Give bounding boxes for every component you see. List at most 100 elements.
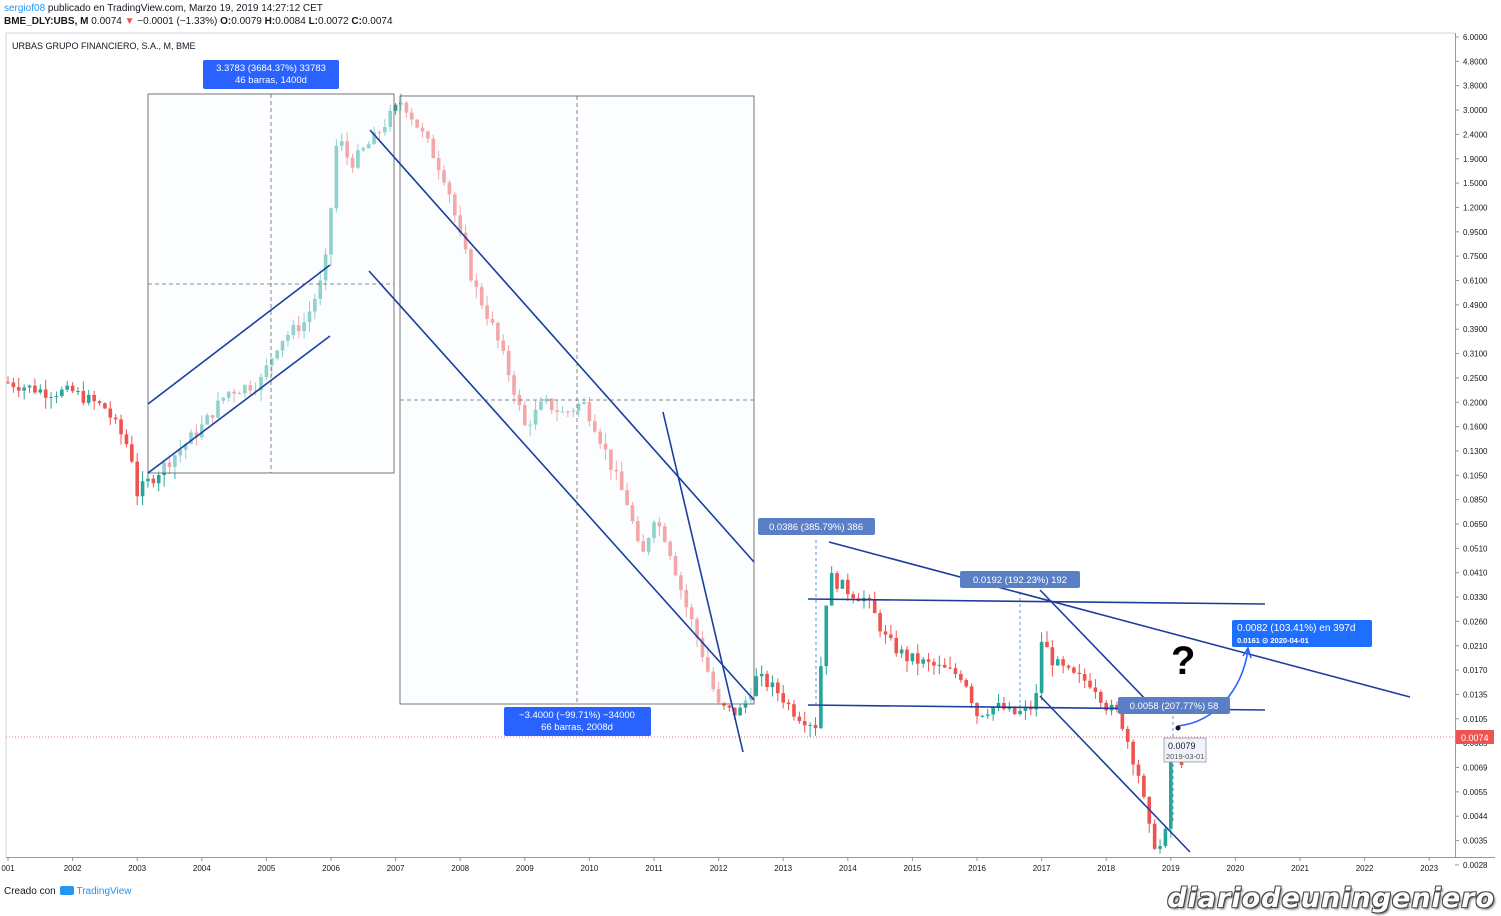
y-tick-label: 0.0044 (1463, 812, 1488, 821)
candle (991, 706, 995, 721)
price-axis: 6.0000 4.8000 3.8000 3.0000 2.4000 1.9000 1.50… (1455, 33, 1488, 870)
trendline-range-top (807, 598, 1266, 605)
candle (1158, 839, 1162, 854)
candle (393, 102, 398, 115)
y-tick-label: 0.0135 (1463, 690, 1488, 699)
author-link[interactable]: sergiof08 (4, 3, 46, 14)
x-tick-label: 2022 (1356, 864, 1374, 873)
candle (996, 694, 1001, 712)
candle (964, 678, 969, 688)
candle (1018, 704, 1022, 716)
y-tick-label: 0.6100 (1463, 277, 1488, 286)
x-tick-label: 2020 (1227, 864, 1245, 873)
candle (49, 392, 53, 409)
range-label-3[interactable]: 0.0058 (207.77%) 58 (1118, 697, 1230, 714)
x-tick-label: 2005 (258, 864, 276, 873)
low-value: 0.0072 (318, 16, 349, 27)
measure-box-1[interactable] (147, 93, 395, 474)
candle (932, 658, 936, 675)
candle (942, 658, 947, 669)
time-axis: 001 2002 2003 2004 2005 2006 2007 2008 2009 2010 2… (1, 857, 1439, 873)
y-tick-label: 0.0330 (1463, 593, 1488, 602)
trendlines[interactable] (147, 129, 1411, 853)
last-price: 0.0074 (91, 16, 122, 27)
current-price-badge (1456, 730, 1494, 744)
candle (1088, 673, 1092, 690)
trendline-steep (662, 411, 744, 753)
y-tick-label: 0.0069 (1463, 764, 1488, 773)
candle (1034, 683, 1039, 717)
open-value: 0.0079 (231, 16, 262, 27)
x-tick-label: 2013 (774, 864, 792, 873)
measure-label-2-line2: 66 barras, 2008d (541, 722, 613, 733)
candle (915, 644, 920, 676)
candle (156, 470, 161, 492)
candle (1131, 739, 1135, 776)
tradingview-link[interactable]: TradingView (76, 886, 132, 897)
candle (38, 384, 43, 395)
x-tick-label: 2023 (1420, 864, 1438, 873)
candle (948, 656, 952, 670)
x-tick-label: 2014 (839, 864, 857, 873)
range-label-2[interactable]: 0.0192 (192.23%) 192 (960, 571, 1080, 588)
candle (22, 384, 26, 400)
measure-label-1[interactable]: 3.3783 (3684.37%) 33783 46 barras, 1400d (203, 60, 339, 89)
x-tick-label: 2008 (451, 864, 469, 873)
candle (1055, 656, 1060, 667)
x-tick-label: 2021 (1291, 864, 1309, 873)
candle (1104, 699, 1108, 715)
candle (1099, 689, 1103, 710)
open-label: O: (220, 16, 232, 27)
projection-label[interactable]: 0.0082 (103.41%) en 397d 0.0161 ⊙ 2020-0… (1232, 620, 1372, 647)
y-tick-label: 2.4000 (1463, 130, 1488, 139)
trendline-2003-upper (147, 264, 331, 405)
trendline-channel-upper (369, 129, 755, 563)
y-tick-label: 0.7500 (1463, 252, 1488, 261)
y-tick-label: 0.0035 (1463, 837, 1488, 846)
candle (770, 675, 775, 697)
candle (905, 645, 909, 673)
y-tick-label: 4.8000 (1463, 57, 1488, 66)
candle (16, 377, 21, 398)
trendline-2017-upper (1039, 589, 1151, 705)
candle (759, 665, 764, 687)
y-tick-label: 0.0210 (1463, 642, 1488, 651)
candle (819, 656, 823, 730)
candle (1066, 664, 1071, 671)
y-tick-label: 3.8000 (1463, 82, 1488, 91)
ohlc-line: BME_DLY:UBS, M 0.0074 ▼ −0.0001 (−1.33%)… (4, 15, 393, 28)
x-tick-label: 2006 (322, 864, 340, 873)
publish-info: publicado en TradingView.com, Marzo 19, … (47, 3, 323, 14)
tradingview-logo-icon (60, 886, 75, 895)
candle (797, 711, 802, 724)
measure-box-2[interactable] (399, 95, 755, 705)
x-tick-label: 001 (1, 864, 15, 873)
candle (872, 591, 877, 614)
trendline-channel-lower (368, 270, 755, 701)
candle (1136, 759, 1141, 784)
candle (135, 453, 139, 506)
symbol-label: BME_DLY:UBS, M (4, 16, 89, 27)
range-label-1[interactable]: 0.0386 (385.79%) 386 (758, 518, 875, 535)
measure-label-2[interactable]: −3.4000 (−99.71%) −34000 66 barras, 2008… (504, 707, 651, 736)
close-label: C: (351, 16, 362, 27)
down-arrow-icon: ▼ (124, 16, 135, 27)
trendline-2017-lower (1039, 695, 1191, 853)
candle (738, 704, 742, 716)
x-tick-label: 2003 (128, 864, 146, 873)
trendline-long-resistance (828, 541, 1411, 698)
candle (926, 653, 931, 672)
candle (921, 656, 925, 668)
candle (124, 429, 129, 448)
y-tick-label: 3.0000 (1463, 106, 1488, 115)
candle (43, 379, 48, 409)
candle (54, 391, 59, 404)
y-tick-label: 6.0000 (1463, 33, 1488, 42)
candle (1152, 819, 1157, 851)
candle (835, 571, 839, 593)
candle (754, 668, 759, 697)
candle (146, 471, 150, 488)
tooltip-date: 2019-03-01 (1166, 752, 1204, 761)
candle (97, 399, 102, 406)
